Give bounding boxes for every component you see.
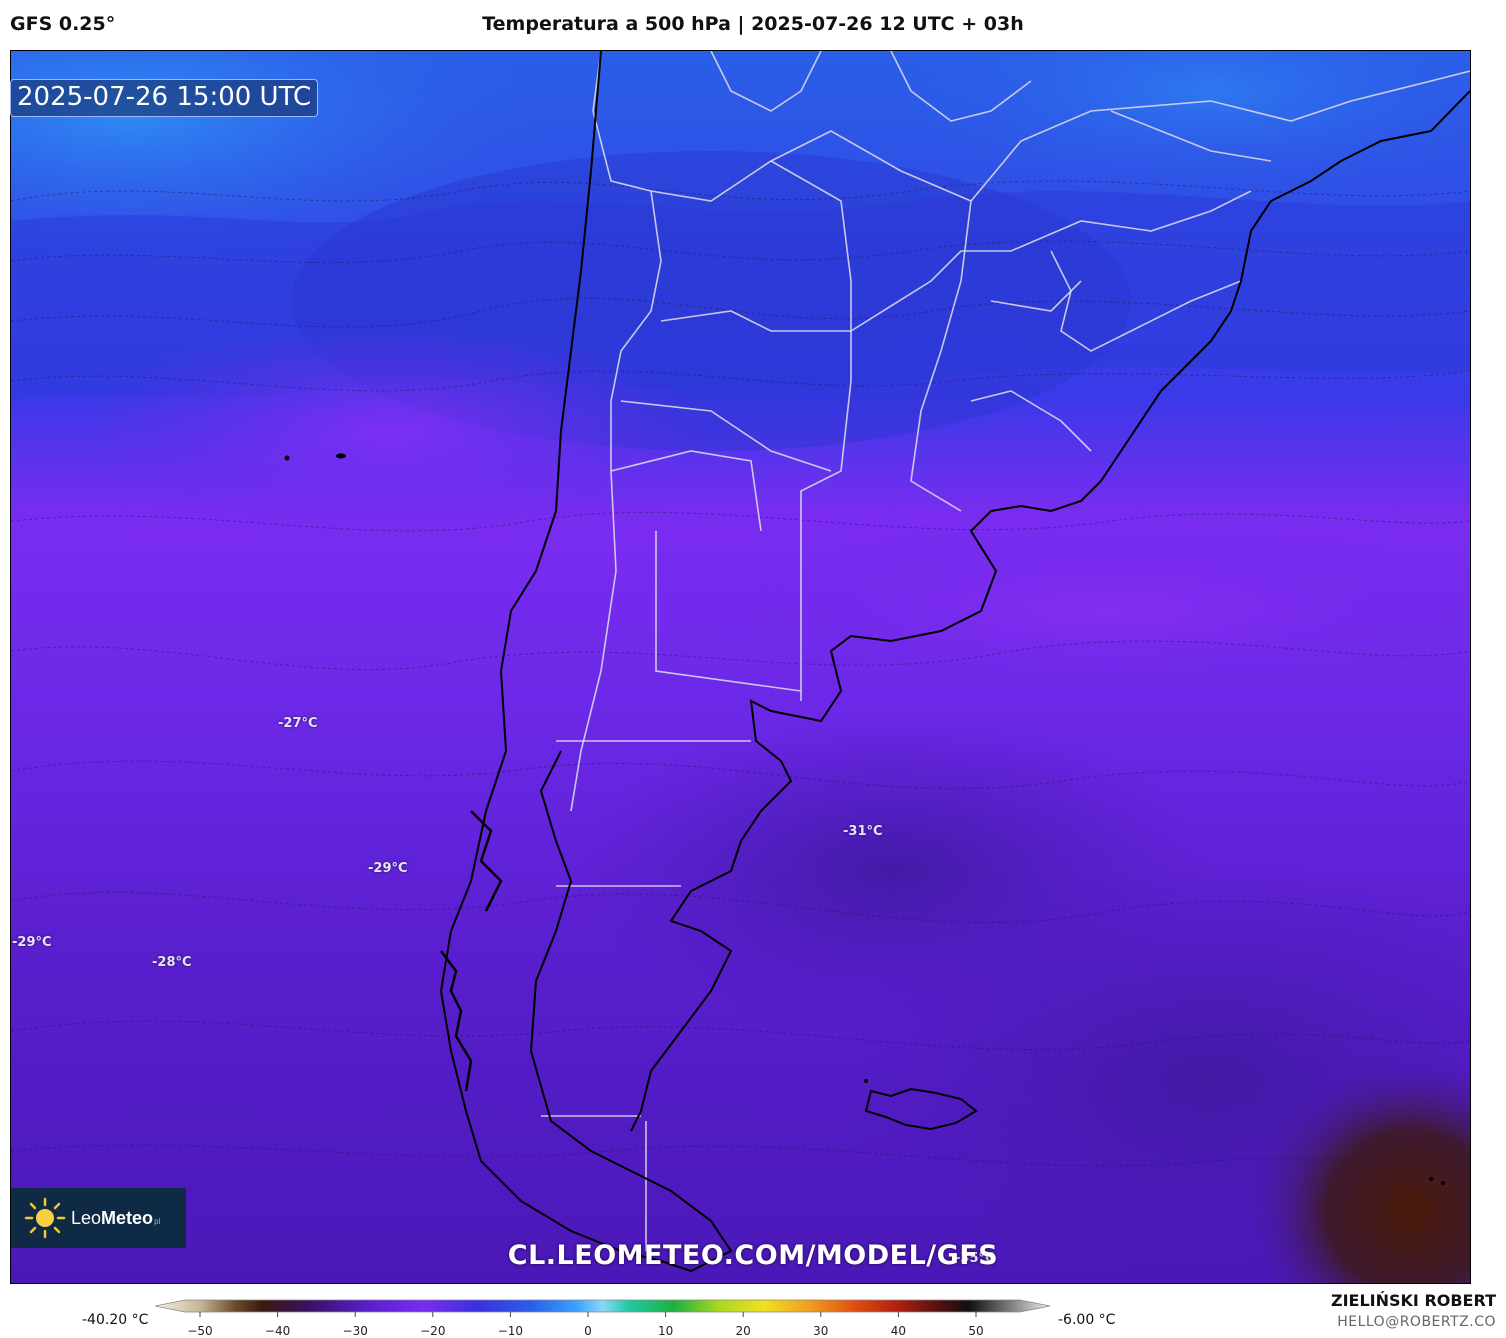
colorbar: −50 −40 −30 −20 −10 0 10 20 30 40 50 — [155, 1299, 1051, 1338]
colorbar-tick-label: 20 — [736, 1324, 751, 1338]
borders — [541, 51, 1470, 1251]
temperature-label: -27°C — [278, 716, 318, 731]
temperature-label: -31°C — [843, 824, 883, 839]
colorbar-gradient — [155, 1299, 1051, 1313]
valid-time-badge: 2025-07-26 15:00 UTC — [10, 79, 319, 117]
model-name: GFS 0.25° — [10, 13, 116, 35]
colorbar-ticks: −50 −40 −30 −20 −10 0 10 20 30 40 50 — [187, 1312, 984, 1338]
temperature-label: -28°C — [152, 955, 192, 970]
temperature-label: -29°C — [368, 861, 408, 876]
colorbar-tick-label: 0 — [584, 1324, 592, 1338]
logo-text-light: Leo — [71, 1207, 102, 1228]
colorbar-tick-label: 30 — [813, 1324, 828, 1338]
coastlines — [439, 51, 1470, 1273]
sun-icon — [24, 1197, 66, 1239]
logo-wordmark: LeoMeteopl — [71, 1208, 160, 1229]
temperature-map — [10, 50, 1471, 1284]
author-email[interactable]: HELLO@ROBERTZ.CO — [1337, 1314, 1496, 1330]
logo-suffix: pl — [154, 1216, 161, 1226]
warm-region-northeast — [891, 51, 1470, 201]
colorbar-max-label: -6.00 °C — [1058, 1312, 1116, 1328]
map-canvas — [11, 51, 1470, 1283]
temperature-label: -35°C — [955, 1251, 995, 1266]
colorbar-tick-label: 40 — [891, 1324, 906, 1338]
temperature-label: -29°C — [12, 935, 52, 950]
logo-text-bold: Meteo — [101, 1207, 154, 1228]
colorbar-tick-label: −10 — [498, 1324, 523, 1338]
colorbar-tick-label: 50 — [968, 1324, 983, 1338]
colorbar-tick-label: −40 — [265, 1324, 290, 1338]
website-watermark: CL.LEOMETEO.COM/MODEL/GFS — [507, 1240, 999, 1271]
colorbar-tick-label: −20 — [420, 1324, 445, 1338]
cold-spot-southeast — [1241, 1051, 1470, 1283]
colorbar-tick-label: 10 — [658, 1324, 673, 1338]
colorbar-tick-label: −30 — [343, 1324, 368, 1338]
author-name: ZIELIŃSKI ROBERT — [1330, 1291, 1496, 1310]
isotherms — [11, 180, 1470, 1167]
violet-band-west — [71, 321, 711, 541]
islands — [284, 453, 1445, 1185]
map-title: Temperatura a 500 hPa | 2025-07-26 12 UT… — [482, 13, 1024, 35]
violet-band-east — [691, 521, 1470, 701]
brand-logo[interactable]: LeoMeteopl — [11, 1188, 186, 1248]
colorbar-tick-label: −50 — [187, 1324, 212, 1338]
colorbar-min-label: -40.20 °C — [82, 1312, 149, 1328]
